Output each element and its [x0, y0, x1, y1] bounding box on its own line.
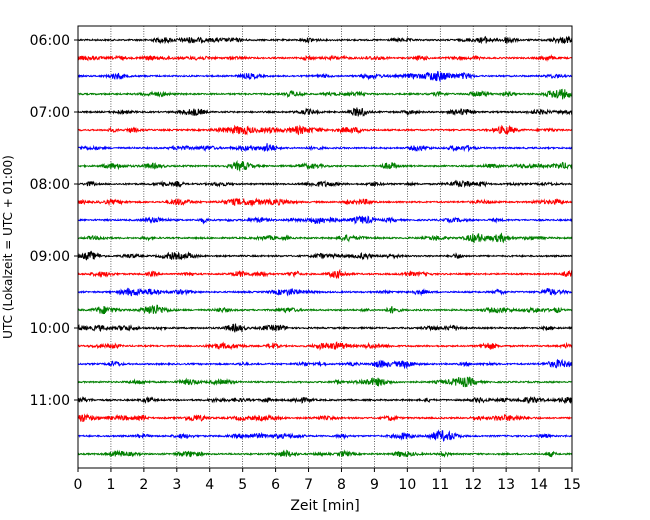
x-tick-label: 1 [106, 477, 115, 493]
trace-line [77, 143, 573, 153]
trace-line [77, 179, 573, 189]
x-tick-label: 8 [337, 477, 346, 493]
x-tick-label: 13 [497, 477, 515, 493]
trace-line [77, 322, 573, 334]
trace-line [77, 232, 573, 244]
x-tick-label: 11 [431, 477, 449, 493]
y-tick-label: 11:00 [30, 393, 70, 409]
trace-line [77, 35, 573, 45]
x-tick-label: 5 [238, 477, 247, 493]
x-tick-label: 7 [304, 477, 313, 493]
trace-line [77, 358, 573, 370]
trace-line [77, 304, 573, 315]
y-tick-label: 06:00 [30, 33, 70, 49]
x-tick-label: 3 [172, 477, 181, 493]
x-axis-label: Zeit [min] [290, 498, 359, 514]
trace-line [77, 396, 573, 405]
seismogram-traces [77, 35, 573, 458]
y-axis-ticks: 06:00 07:00 08:00 09:00 10:00 11:00 [30, 33, 78, 409]
trace-line [77, 449, 573, 458]
trace-line [77, 250, 573, 261]
x-axis-ticks: 0 1 2 3 4 5 6 7 8 9 10 11 12 13 14 15 [74, 468, 581, 493]
y-tick-label: 10:00 [30, 321, 70, 337]
x-gridlines [110, 26, 540, 468]
trace-line [77, 54, 573, 62]
y-axis-label: UTC (Lokalzeit = UTC + 01:00) [1, 155, 15, 339]
trace-line [77, 215, 573, 225]
x-tick-label: 0 [74, 477, 83, 493]
trace-line [77, 268, 573, 280]
x-tick-label: 12 [464, 477, 482, 493]
y-tick-label: 09:00 [30, 249, 70, 265]
x-tick-label: 6 [271, 477, 280, 493]
trace-line [77, 429, 573, 442]
trace-line [77, 88, 573, 100]
x-tick-label: 4 [205, 477, 214, 493]
trace-line [77, 124, 573, 136]
y-tick-label: 08:00 [30, 177, 70, 193]
trace-line [77, 287, 573, 297]
x-tick-label: 15 [563, 477, 581, 493]
trace-line [77, 159, 573, 173]
x-tick-label: 14 [530, 477, 548, 493]
x-tick-label: 10 [398, 477, 416, 493]
trace-line [77, 413, 573, 423]
trace-line [77, 341, 573, 351]
trace-line [77, 197, 573, 208]
trace-line [77, 376, 573, 388]
plot-frame [77, 25, 573, 469]
x-tick-label: 9 [370, 477, 379, 493]
trace-line [77, 70, 573, 83]
trace-line [77, 107, 573, 117]
y-tick-label: 07:00 [30, 105, 70, 121]
x-tick-label: 2 [139, 477, 148, 493]
